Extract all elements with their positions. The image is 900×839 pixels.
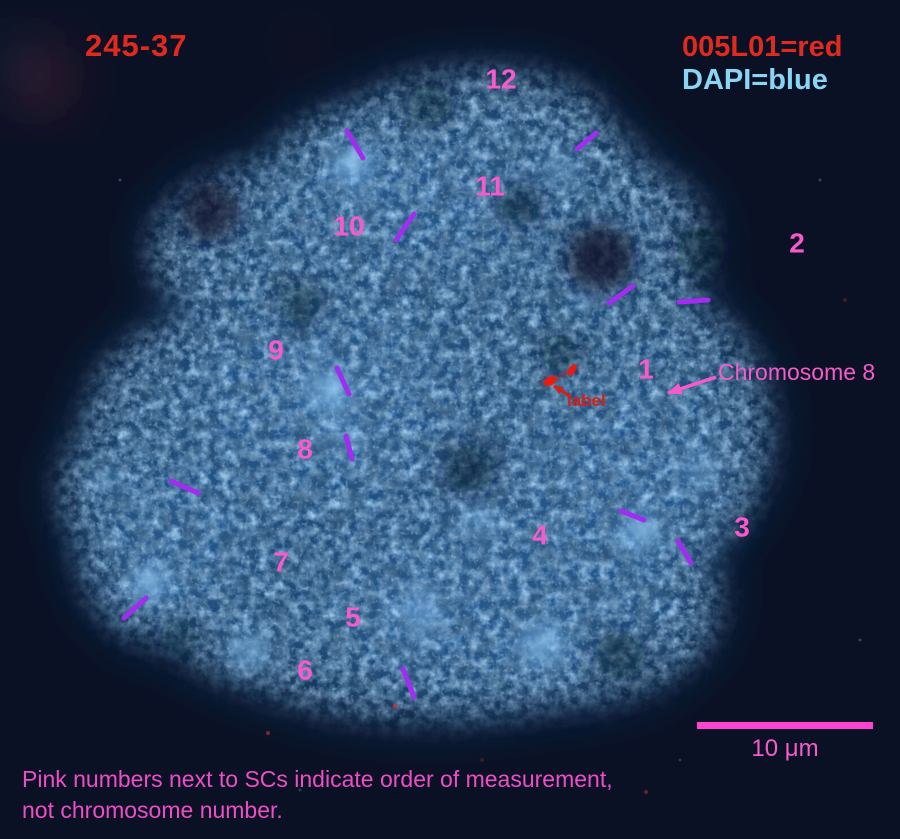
caption-line-2: not chromosome number. (22, 797, 283, 823)
sc-number-10: 10 (333, 210, 365, 242)
sc-number-2: 2 (789, 227, 805, 259)
caption-line-1: Pink numbers next to SCs indicate order … (22, 766, 613, 792)
legend: 005L01=red DAPI=blue (682, 31, 842, 97)
scale-bar-label: 10 μm (751, 735, 819, 762)
legend-dapi: DAPI=blue (682, 64, 828, 96)
figure-caption: Pink numbers next to SCs indicate order … (22, 764, 613, 826)
sc-number-1: 1 (638, 353, 654, 385)
sc-number-7: 7 (273, 546, 289, 578)
sc-number-6: 6 (297, 654, 313, 686)
sc-number-9: 9 (268, 334, 284, 366)
slide-id: 245-37 (85, 28, 188, 63)
scale-bar (697, 722, 873, 729)
sc-number-12: 12 (485, 63, 517, 95)
sc-number-4: 4 (532, 519, 548, 551)
sc-number-3: 3 (734, 511, 750, 543)
probe-label-text: label (567, 391, 606, 410)
legend-probe: 005L01=red (682, 31, 843, 63)
sc-number-8: 8 (297, 433, 313, 465)
sc-number-11: 11 (475, 170, 505, 202)
chromosome8-label: Chromosome 8 (718, 359, 876, 385)
sc-number-5: 5 (345, 601, 361, 633)
